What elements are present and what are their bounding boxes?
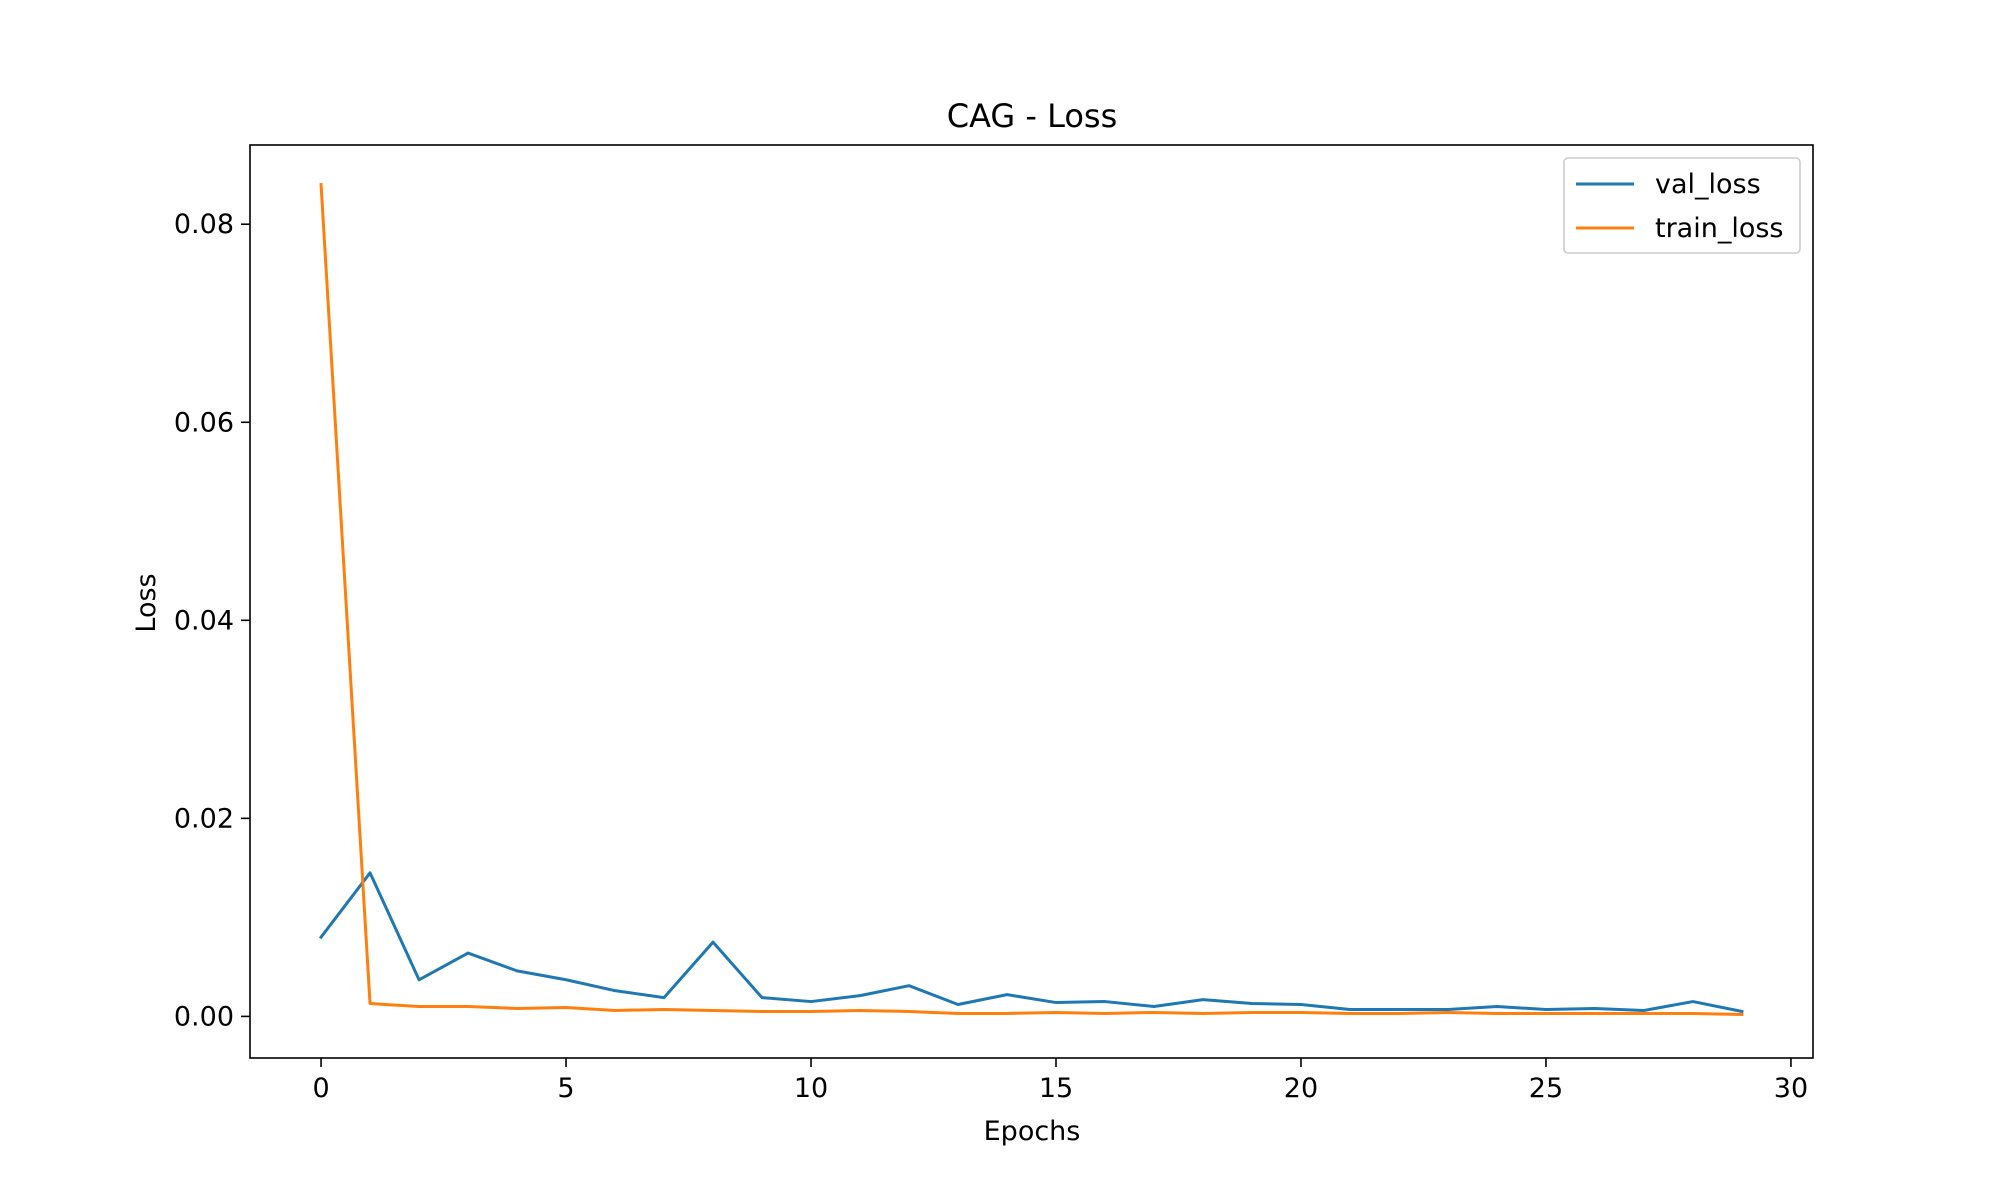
plot-lines — [318, 183, 1744, 1016]
legend-label-train-loss: train_loss — [1655, 213, 1784, 244]
x-tick-label: 30 — [1774, 1073, 1808, 1104]
y-tick-label: 0.08 — [174, 209, 234, 240]
y-tick-label: 0.02 — [174, 803, 234, 834]
x-tick-label: 0 — [312, 1073, 329, 1104]
x-tick-label: 10 — [794, 1073, 828, 1104]
x-tick-label: 20 — [1284, 1073, 1318, 1104]
y-tick-label: 0.04 — [174, 605, 234, 636]
y-axis-label: Loss — [131, 573, 162, 632]
legend: val_loss train_loss — [1563, 157, 1801, 254]
x-tick-label: 15 — [1039, 1073, 1073, 1104]
chart-title: CAG - Loss — [947, 97, 1118, 135]
y-axis: 0.00 0.02 0.04 0.06 0.08 — [174, 209, 250, 1032]
y-tick-label: 0.06 — [174, 407, 234, 438]
y-tick-label: 0.00 — [174, 1001, 234, 1032]
legend-label-val-loss: val_loss — [1655, 169, 1761, 200]
x-axis-label: Epochs — [984, 1116, 1081, 1147]
series-line-train-loss — [319, 183, 1744, 1016]
series-line-val-loss — [318, 871, 1744, 1014]
x-axis: 0 5 10 15 20 25 30 — [312, 1058, 1808, 1104]
x-tick-label: 25 — [1529, 1073, 1563, 1104]
x-tick-label: 5 — [557, 1073, 574, 1104]
plot-frame — [249, 144, 1814, 1059]
